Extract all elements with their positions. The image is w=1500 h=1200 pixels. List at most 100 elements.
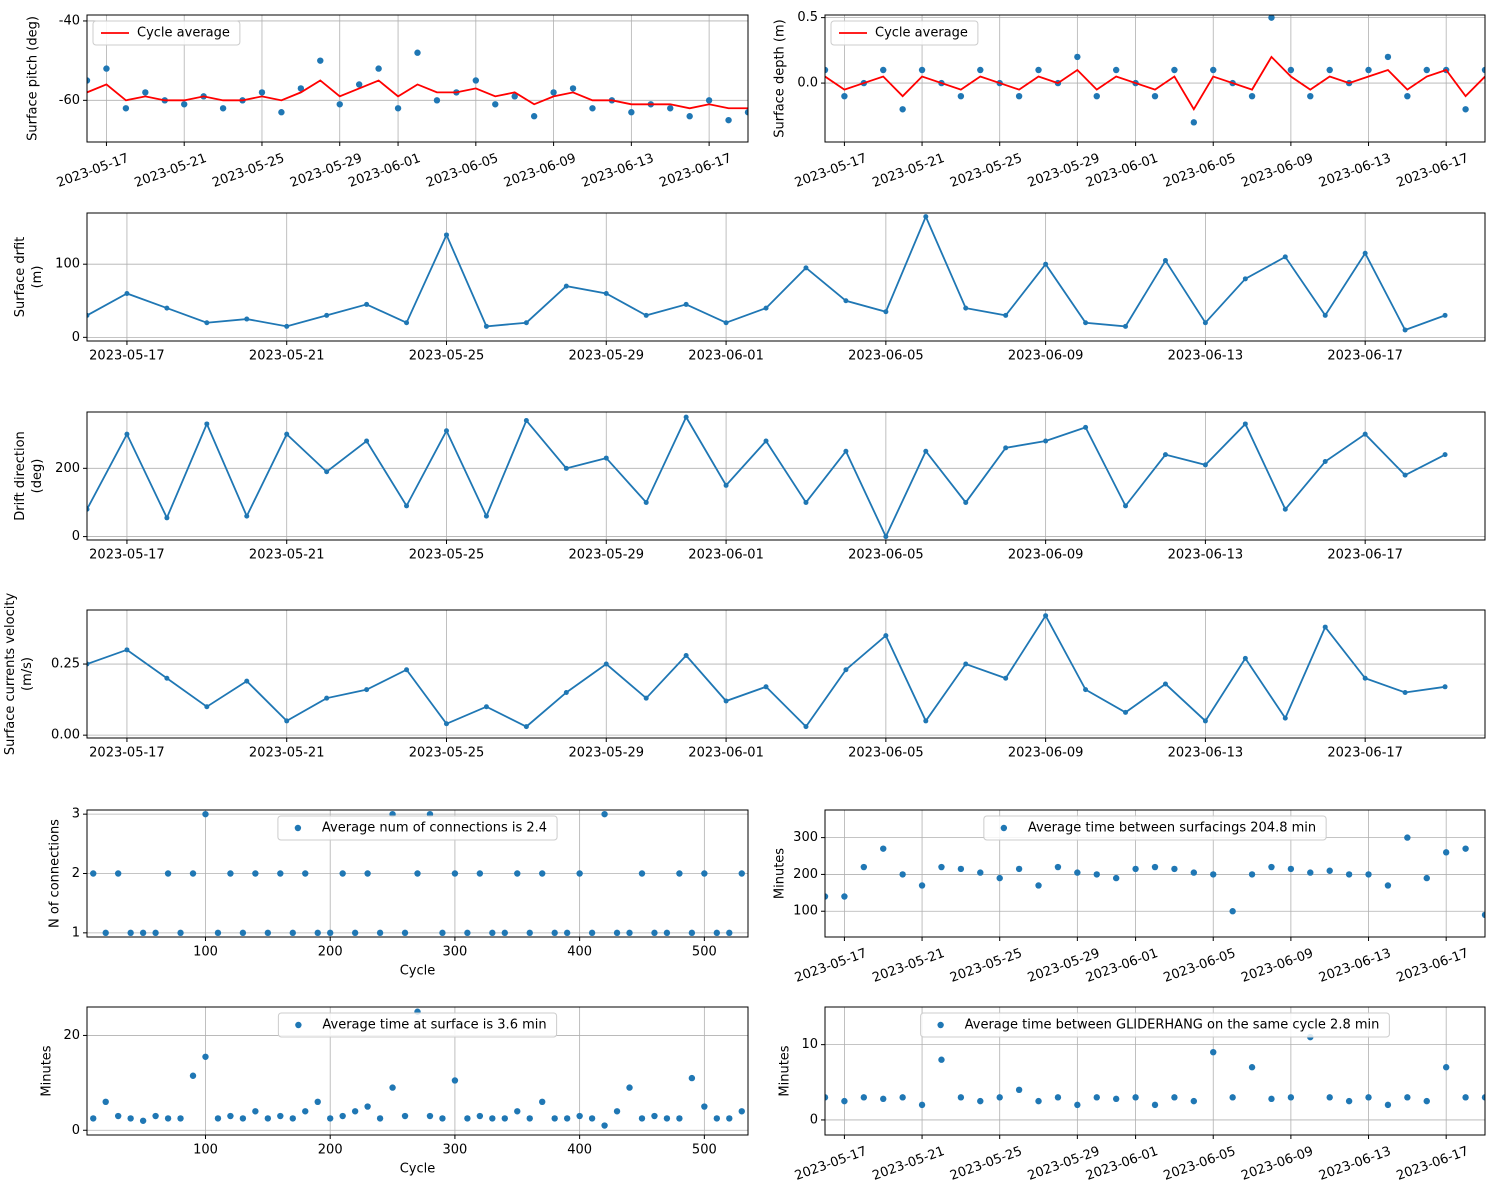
point [1481, 66, 1485, 74]
y-tick-label: 3 [72, 807, 80, 822]
marker [204, 421, 210, 427]
marker [443, 428, 449, 434]
x-tick-label: 2023-06-13 [1168, 349, 1244, 364]
marker [1043, 613, 1049, 619]
x-tick-label: 2023-05-17 [89, 349, 165, 364]
point [439, 1115, 446, 1122]
point [339, 870, 346, 877]
marker [324, 469, 330, 475]
marker [1322, 312, 1328, 318]
point [860, 863, 868, 871]
point [351, 929, 359, 937]
point [1151, 863, 1159, 871]
x-tick-label: 2023-05-21 [133, 151, 209, 191]
x-tick-label: 300 [443, 945, 468, 960]
y-tick-label: 0.25 [51, 657, 80, 672]
point [626, 929, 633, 937]
y-axis-label: N of connections [48, 819, 63, 928]
marker [1003, 445, 1009, 451]
point [825, 66, 829, 74]
point [938, 1056, 945, 1063]
y-tick-label: 1 [72, 925, 80, 940]
point [189, 870, 197, 877]
legend-label: Average time between GLIDERHANG on the s… [965, 1018, 1380, 1033]
x-tick-label: 2023-06-05 [848, 746, 924, 761]
point [1015, 92, 1023, 100]
point [1287, 66, 1295, 74]
point [1248, 871, 1256, 878]
point [576, 870, 583, 877]
point [264, 1115, 272, 1122]
point [1268, 1095, 1275, 1103]
point [394, 105, 402, 112]
x-tick-label: 100 [193, 945, 218, 960]
point [563, 929, 571, 937]
point [1404, 834, 1411, 841]
point [880, 1095, 887, 1103]
marker [723, 482, 729, 488]
point [880, 66, 887, 74]
marker [563, 689, 569, 695]
point [1423, 1097, 1430, 1105]
point [996, 874, 1003, 882]
point [90, 1115, 97, 1122]
point [1345, 1097, 1353, 1105]
x-tick-label: 2023-06-05 [1162, 151, 1238, 191]
marker [164, 515, 170, 521]
x-tick-label: 2023-06-09 [1008, 349, 1084, 364]
point [957, 1094, 965, 1101]
plot-area [90, 1008, 745, 1129]
point [601, 1122, 608, 1129]
y-tick-label: 300 [793, 830, 818, 845]
marker [763, 684, 769, 690]
point [588, 929, 596, 937]
marker [603, 661, 609, 667]
point [103, 65, 110, 72]
subplot: 2023-05-17 2023-05-21 2023-05-25 2023-05-29… [773, 10, 1486, 191]
point [489, 929, 496, 937]
point [1248, 92, 1256, 100]
marker [443, 232, 449, 238]
marker [883, 633, 889, 639]
x-tick-label: 2023-05-25 [409, 746, 485, 761]
point [1423, 874, 1430, 882]
x-tick-label: 2023-06-13 [580, 151, 656, 191]
point [1404, 92, 1411, 100]
legend-box [277, 815, 558, 841]
x-tick-label: 2023-06-13 [1168, 548, 1244, 563]
point [1093, 871, 1100, 878]
point [713, 929, 721, 937]
point [376, 929, 384, 937]
marker [883, 534, 889, 540]
point [663, 1115, 671, 1122]
point [551, 929, 558, 937]
point [351, 1108, 359, 1115]
axes-frame [86, 411, 1486, 541]
marker [1003, 675, 1009, 681]
point [302, 1108, 309, 1115]
point [364, 1103, 371, 1110]
point [551, 1115, 558, 1122]
x-tick-label: 2023-05-17 [793, 946, 869, 986]
point [1268, 15, 1275, 21]
point [841, 1097, 848, 1105]
point [336, 101, 343, 108]
point [1481, 1094, 1485, 1101]
x-tick-label: 2023-06-01 [688, 746, 764, 761]
x-axis-label: Cycle [400, 1162, 436, 1177]
point [686, 113, 693, 120]
point [1307, 869, 1314, 876]
marker [1083, 687, 1089, 693]
point [588, 1115, 596, 1122]
marker [643, 499, 649, 505]
point [1190, 869, 1198, 876]
point [1365, 66, 1372, 74]
x-tick-label: 2023-05-29 [568, 349, 644, 364]
point [426, 1112, 434, 1120]
point [957, 92, 965, 100]
point [841, 92, 848, 100]
marker [723, 320, 729, 326]
x-axis-label: Cycle [400, 964, 436, 979]
point [701, 1103, 708, 1110]
